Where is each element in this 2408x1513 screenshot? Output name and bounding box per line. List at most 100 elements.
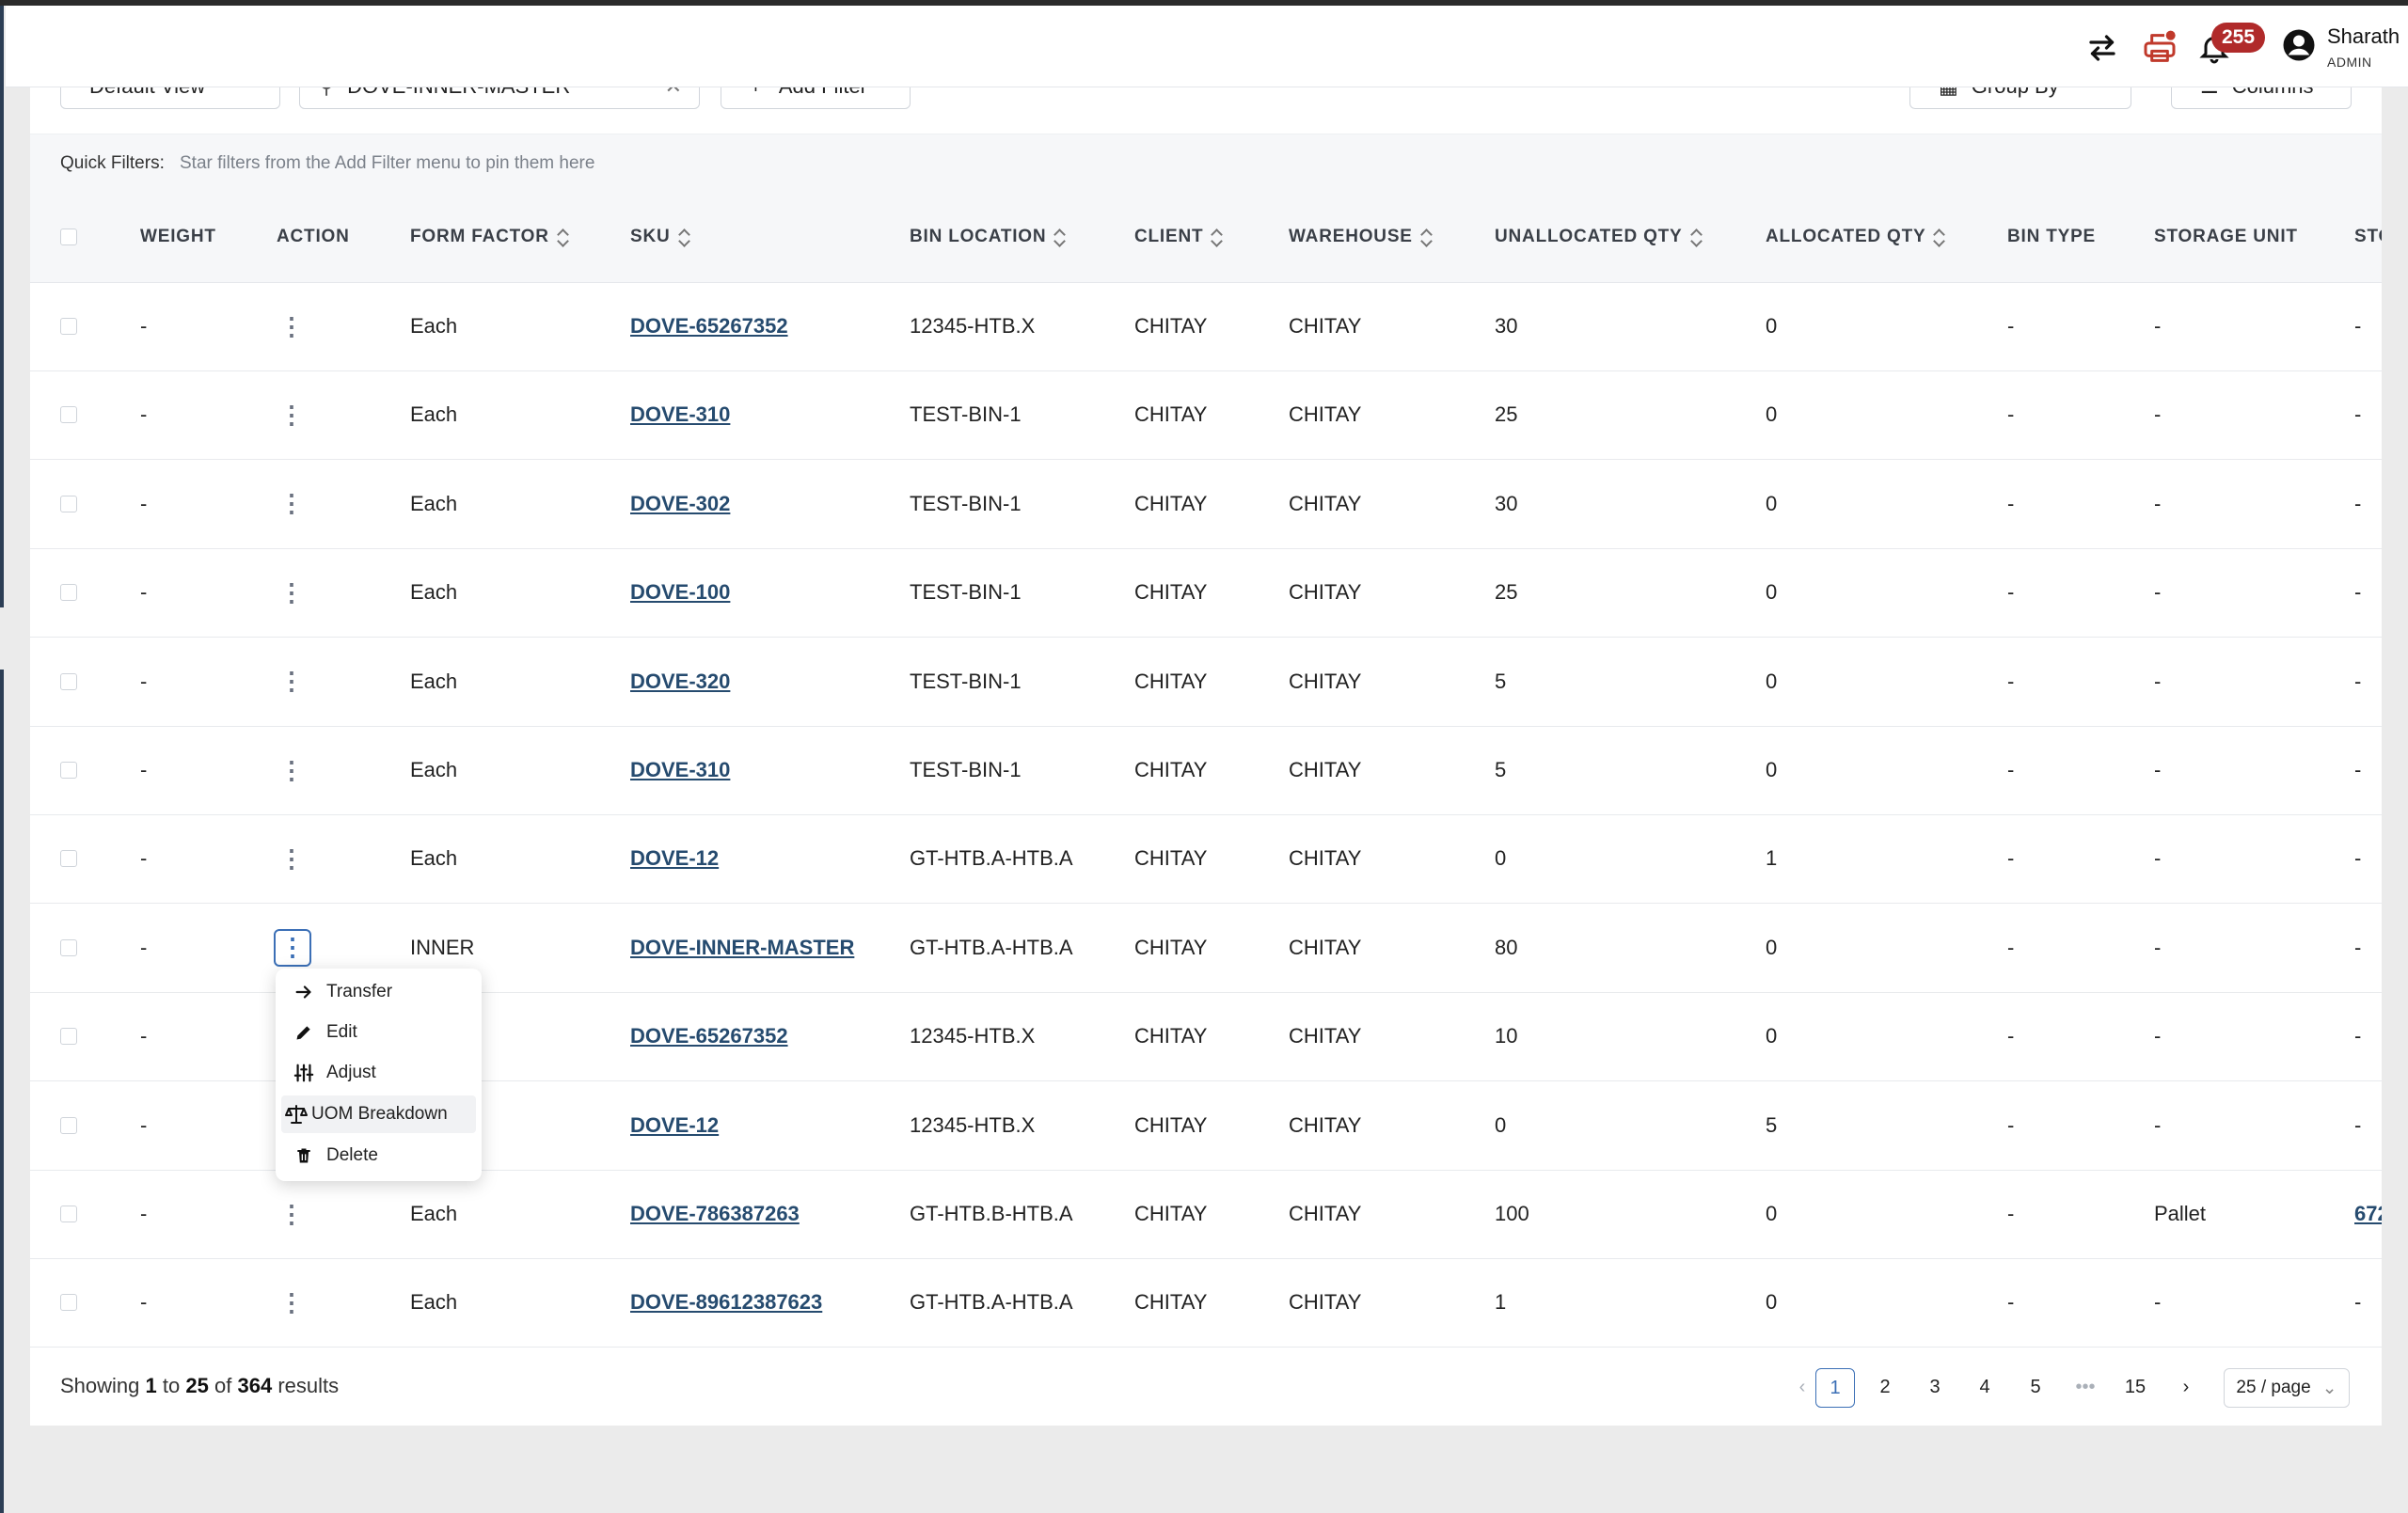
kebab-menu-icon[interactable]: ⋮	[274, 928, 311, 967]
cell-sku[interactable]: DOVE-89612387623	[630, 1258, 822, 1347]
sku-link[interactable]: DOVE-INNER-MASTER	[630, 935, 855, 959]
user-menu[interactable]: Sharath ADMIN	[2282, 24, 2400, 70]
col-unallocated-qty[interactable]: UNALLOCATED QTY	[1495, 192, 1702, 282]
row-checkbox[interactable]	[60, 1258, 77, 1347]
sku-link[interactable]: DOVE-12	[630, 1112, 720, 1137]
sort-icon[interactable]	[1420, 227, 1432, 247]
menu-item-edit[interactable]: Edit	[281, 1014, 476, 1051]
sort-icon[interactable]	[1211, 227, 1222, 247]
col-allocated-qty[interactable]: ALLOCATED QTY	[1766, 192, 1944, 282]
kebab-menu-icon[interactable]: ⋮	[279, 489, 304, 518]
page-1[interactable]: 1	[1815, 1368, 1855, 1408]
cell-sku[interactable]: DOVE-65267352	[630, 992, 788, 1080]
row-checkbox[interactable]	[60, 460, 77, 548]
sort-icon[interactable]	[1690, 227, 1702, 247]
cell-sku[interactable]: DOVE-786387263	[630, 1170, 800, 1258]
row-checkbox-box[interactable]	[60, 495, 77, 512]
sku-link[interactable]: DOVE-310	[630, 402, 731, 427]
menu-item-delete[interactable]: Delete	[281, 1137, 476, 1174]
row-checkbox[interactable]	[60, 548, 77, 637]
cell-form-factor-text: Each	[410, 314, 458, 338]
row-checkbox-box[interactable]	[60, 672, 77, 690]
cell-sku[interactable]: DOVE-310	[630, 370, 730, 459]
transfer-arrows-icon[interactable]	[2079, 24, 2126, 71]
kebab-menu-icon[interactable]: ⋮	[279, 311, 304, 340]
row-checkbox[interactable]	[60, 282, 77, 370]
sku-link[interactable]: DOVE-65267352	[630, 1024, 788, 1048]
cell-st[interactable]: 672	[2354, 1170, 2382, 1258]
cell-sku[interactable]: DOVE-320	[630, 638, 730, 726]
col-client[interactable]: CLIENT	[1134, 192, 1222, 282]
sku-link[interactable]: DOVE-310	[630, 758, 731, 781]
col-sku[interactable]: SKU	[630, 192, 689, 282]
sku-link[interactable]: DOVE-89612387623	[630, 1290, 823, 1315]
cell-unallocated-qty: 1	[1495, 1258, 1506, 1347]
printer-icon[interactable]	[2136, 24, 2183, 71]
page-size-select[interactable]: 25 / page ⌄	[2224, 1368, 2350, 1408]
page-2[interactable]: 2	[1879, 1376, 1891, 1397]
page-15[interactable]: 15	[2124, 1376, 2147, 1397]
cell-sku[interactable]: DOVE-65267352	[630, 282, 788, 370]
cell-sku[interactable]: DOVE-12	[630, 814, 719, 903]
kebab-menu-icon[interactable]: ⋮	[279, 843, 304, 873]
row-checkbox-box[interactable]	[60, 938, 77, 956]
kebab-menu-icon[interactable]: ⋮	[279, 755, 304, 784]
col-form-factor[interactable]: FORM FACTOR	[410, 192, 568, 282]
row-checkbox[interactable]	[60, 1081, 77, 1170]
row-checkbox-box[interactable]	[60, 1206, 77, 1222]
row-checkbox-box[interactable]	[60, 762, 77, 779]
menu-item-uom-breakdown[interactable]: UOM Breakdown	[281, 1095, 476, 1133]
row-checkbox[interactable]	[60, 638, 77, 726]
col-bin-location[interactable]: BIN LOCATION	[910, 192, 1065, 282]
sku-link[interactable]: DOVE-65267352	[630, 314, 788, 338]
select-all-checkbox[interactable]	[60, 192, 77, 282]
cell-sku[interactable]: DOVE-310	[630, 726, 730, 814]
prev-page-icon[interactable]: ‹	[1798, 1376, 1806, 1397]
col-warehouse[interactable]: WAREHOUSE	[1289, 192, 1432, 282]
kebab-menu-icon[interactable]: ⋮	[279, 577, 304, 607]
row-checkbox-box[interactable]	[60, 1028, 77, 1046]
row-checkbox[interactable]	[60, 1170, 77, 1258]
kebab-menu-icon[interactable]: ⋮	[279, 667, 304, 696]
cell-sku[interactable]: DOVE-12	[630, 1081, 719, 1170]
menu-item-adjust[interactable]: Adjust	[281, 1054, 476, 1092]
row-checkbox[interactable]	[60, 904, 77, 992]
sku-link[interactable]: DOVE-100	[630, 580, 731, 605]
page-3[interactable]: 3	[1929, 1376, 1941, 1397]
cell-sku[interactable]: DOVE-INNER-MASTER	[630, 904, 854, 992]
sort-icon[interactable]	[557, 227, 568, 247]
next-page-icon[interactable]: ›	[2182, 1376, 2190, 1397]
sku-link[interactable]: DOVE-302	[630, 491, 731, 515]
page-4[interactable]: 4	[1979, 1376, 1990, 1397]
cell-storage-unit-text: -	[2154, 1290, 2162, 1315]
row-checkbox-box[interactable]	[60, 1294, 77, 1312]
kebab-menu-icon[interactable]: ⋮	[279, 1199, 304, 1228]
kebab-menu-icon[interactable]: ⋮	[279, 1287, 304, 1316]
kebab-menu-icon[interactable]: ⋮	[279, 400, 304, 429]
row-checkbox[interactable]	[60, 992, 77, 1080]
sku-link[interactable]: DOVE-320	[630, 669, 731, 693]
cell-sku[interactable]: DOVE-302	[630, 460, 730, 548]
ellipsis-icon[interactable]: •••	[2075, 1376, 2096, 1397]
cell-sku[interactable]: DOVE-100	[630, 548, 730, 637]
row-checkbox-box[interactable]	[60, 1116, 77, 1134]
page-5[interactable]: 5	[2030, 1376, 2041, 1397]
cell-st: -	[2354, 370, 2361, 459]
cell-client: CHITAY	[1134, 904, 1207, 992]
row-checkbox[interactable]	[60, 726, 77, 814]
row-checkbox-box[interactable]	[60, 850, 77, 868]
menu-item-transfer[interactable]: Transfer	[281, 973, 476, 1011]
st-link[interactable]: 672	[2354, 1202, 2382, 1225]
row-checkbox-box[interactable]	[60, 406, 77, 424]
sort-icon[interactable]	[678, 227, 689, 247]
sku-link[interactable]: DOVE-12	[630, 846, 720, 871]
row-checkbox-box[interactable]	[60, 318, 77, 335]
sort-icon[interactable]	[1933, 227, 1944, 247]
sort-icon[interactable]	[1054, 227, 1065, 247]
select-all-checkbox-box[interactable]	[60, 229, 77, 245]
row-checkbox[interactable]	[60, 814, 77, 903]
row-checkbox-box[interactable]	[60, 584, 77, 602]
row-checkbox[interactable]	[60, 370, 77, 459]
notification-badge[interactable]: 255	[2211, 23, 2266, 53]
sku-link[interactable]: DOVE-786387263	[630, 1202, 800, 1225]
